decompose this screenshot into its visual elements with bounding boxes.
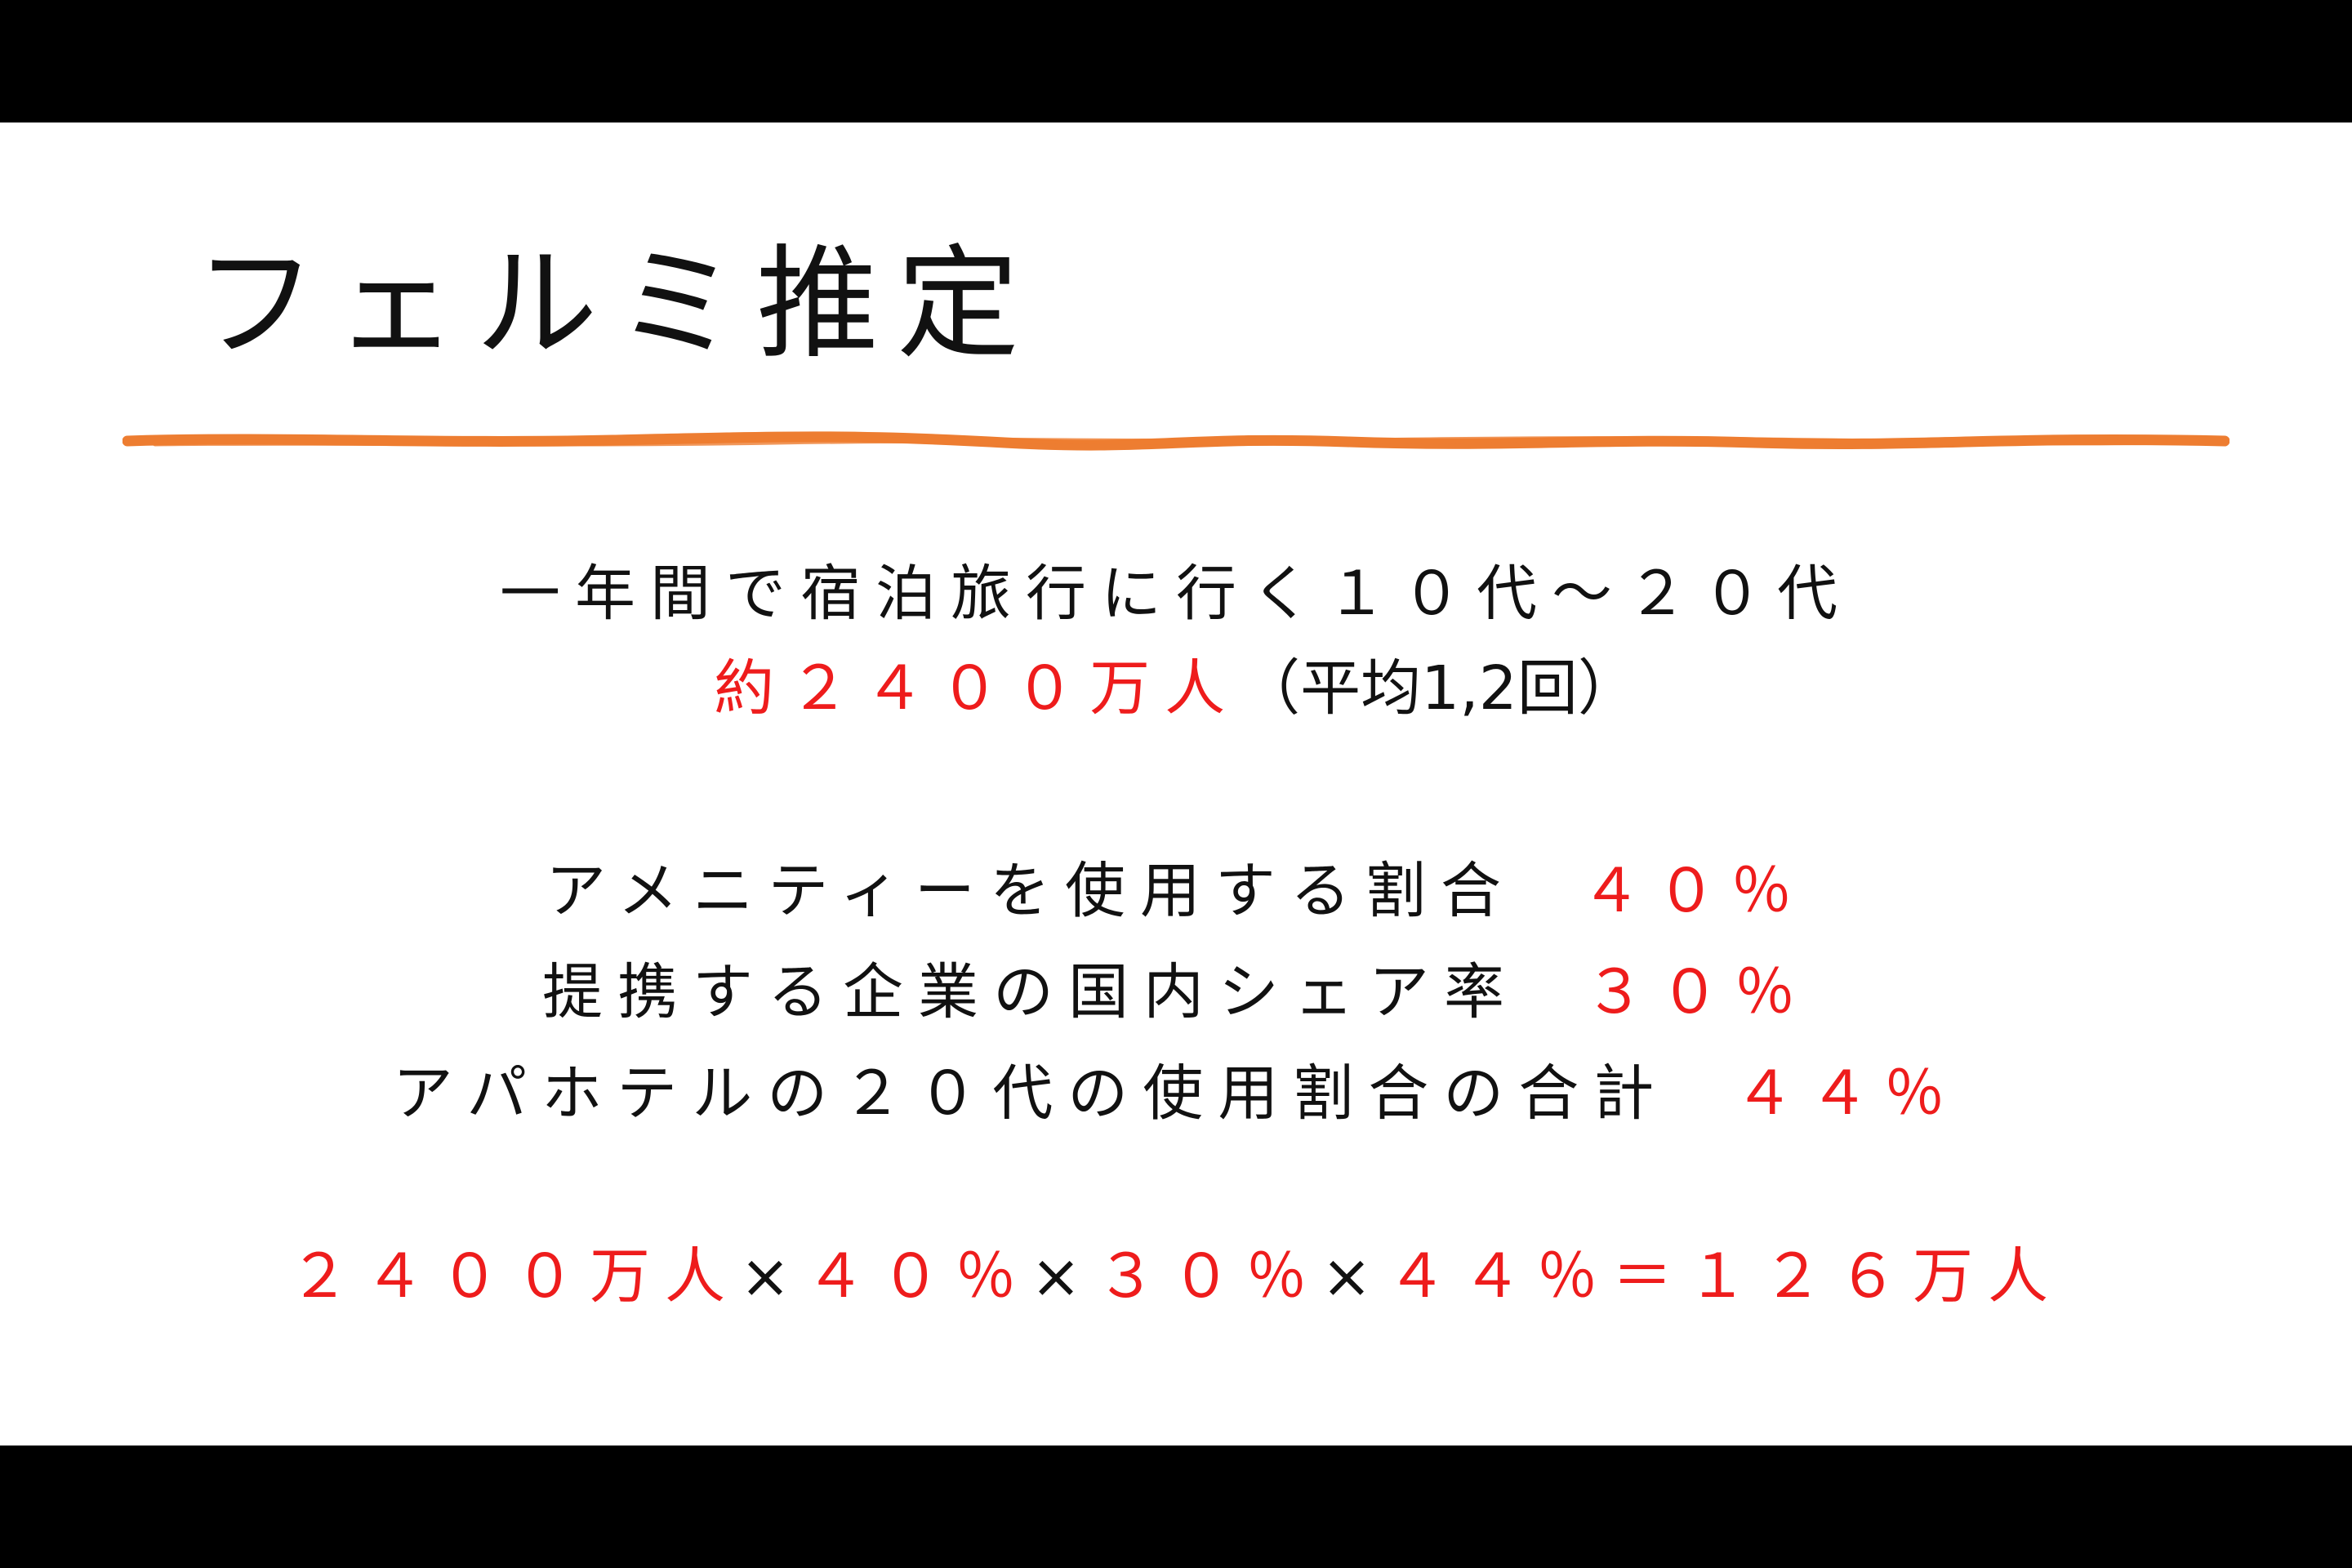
formula-term-amenity: ４０％ <box>804 1241 1031 1312</box>
rate-value-amenity: ４０％ <box>1580 856 1806 926</box>
formula-term-apa: ４４％ <box>1387 1241 1613 1312</box>
travelers-line: 一年間で宿泊旅行に行く１０代〜２０代 <box>0 564 2352 624</box>
population-line: 約２４００万人（平均1,2回） <box>0 658 2352 719</box>
rate-label-amenity: アメニティーを使用する割合 <box>546 856 1516 926</box>
rate-row: アメニティーを使用する割合 ４０％ <box>0 861 2352 921</box>
formula-term-population: ２４００万人 <box>288 1241 740 1312</box>
formula-line: ２４００万人×４０％×３０％×４４％＝１２６万人 <box>0 1246 2352 1307</box>
population-value: 約２４００万人 <box>714 653 1241 724</box>
rate-value-apa: ４４％ <box>1734 1058 1960 1129</box>
formula-multiply-2: × <box>1030 1241 1096 1312</box>
rate-row: アパホテルの２０代の使用割合の合計 ４４％ <box>0 1063 2352 1124</box>
title-underline <box>122 431 2230 451</box>
formula-term-share: ３０％ <box>1096 1241 1321 1312</box>
slide-title: フェルミ推定 <box>194 234 1038 376</box>
rate-value-share: ３０％ <box>1584 957 1810 1027</box>
population-note: （平均1,2回） <box>1240 653 1638 724</box>
formula-equals: ＝ <box>1612 1241 1688 1312</box>
travelers-text: 一年間で宿泊旅行に行く１０代〜２０代 <box>500 559 1852 629</box>
slide: フェルミ推定 一年間で宿泊旅行に行く１０代〜２０代 約２４００万人（平均1,2回… <box>0 122 2352 1446</box>
formula-result: １２６万人 <box>1687 1241 2064 1312</box>
formula-multiply-3: × <box>1321 1241 1388 1312</box>
rate-row: 提携する企業の国内シェア率 ３０％ <box>0 962 2352 1022</box>
rate-label-apa: アパホテルの２０代の使用割合の合計 <box>392 1058 1669 1129</box>
rate-label-share: 提携する企業の国内シェア率 <box>542 957 1519 1027</box>
formula-multiply-1: × <box>739 1241 805 1312</box>
